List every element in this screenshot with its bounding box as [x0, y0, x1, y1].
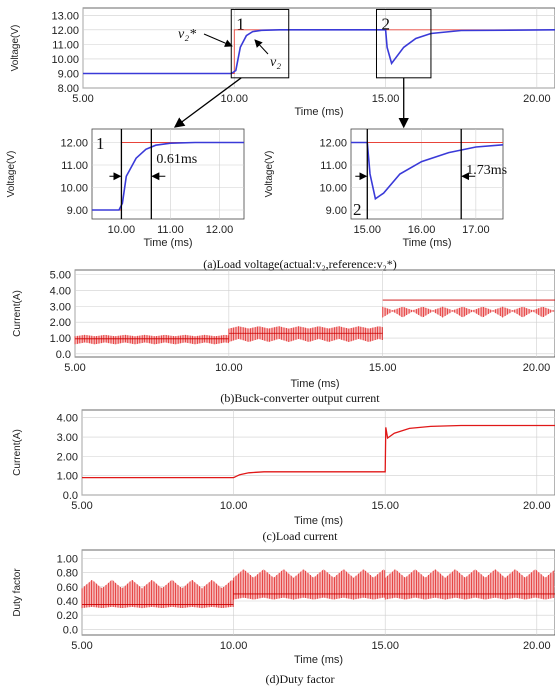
y-axis-label-a_main: Voltage(V)	[10, 25, 21, 72]
x-tick-label-a_main: 5.00	[72, 93, 93, 105]
y-tick-label-b: 2.00	[50, 317, 71, 329]
caption-c: (c)Load current	[263, 529, 339, 543]
y-tick-label-a_main: 13.00	[51, 10, 79, 22]
y-tick-label-a_zoom1: 9.00	[67, 205, 88, 217]
caption-b: (b)Buck-converter output current	[220, 391, 380, 405]
series-c-load-current	[82, 424, 555, 479]
zoom-number-2: 2	[353, 200, 362, 219]
x-tick-label-d: 10.00	[220, 640, 248, 652]
interval-label-1: 0.61ms	[156, 152, 197, 167]
x-axis-label-a_main: Time (ms)	[294, 106, 343, 118]
x-tick-label-a_main: 10.00	[221, 93, 249, 105]
x-tick-label-b: 15.00	[369, 362, 397, 374]
x-tick-label-a_zoom1: 12.00	[206, 224, 234, 236]
y-tick-label-a_main: 10.00	[51, 54, 79, 66]
actual-signal-label: v₂	[270, 55, 281, 70]
ripple-lines-d-0	[81, 580, 234, 609]
x-tick-label-c: 20.00	[523, 500, 551, 512]
x-tick-label-b: 10.00	[215, 362, 243, 374]
ref-pointer	[203, 33, 233, 47]
y-tick-label-d: 0.60	[57, 582, 78, 594]
x-tick-label-c: 15.00	[371, 500, 399, 512]
y-axis-label-b: Current(A)	[12, 290, 23, 337]
caption-d: (d)Duty factor	[266, 672, 335, 686]
zoom-box-number-2: 2	[381, 14, 390, 33]
x-tick-label-d: 20.00	[523, 640, 551, 652]
y-tick-label-a_zoom1: 12.00	[60, 138, 88, 150]
x-tick-label-c: 5.00	[71, 500, 92, 512]
y-tick-label-c: 4.00	[57, 413, 78, 425]
x-tick-label-a_zoom1: 11.00	[157, 224, 184, 236]
y-tick-label-d: 1.00	[57, 554, 78, 566]
series-a_zoom1-v2	[92, 141, 244, 211]
x-tick-label-d: 15.00	[371, 640, 399, 652]
x-axis-label-b: Time (ms)	[290, 378, 339, 390]
ripple-lines-d-2	[384, 569, 554, 600]
y-tick-label-a_main: 11.00	[52, 39, 79, 51]
x-tick-label-a_main: 15.00	[372, 93, 400, 105]
y-tick-label-a_main: 9.00	[58, 68, 79, 80]
x-axis-label-a_zoom1: Time (ms)	[143, 237, 192, 249]
x-tick-label-b: 5.00	[64, 362, 85, 374]
y-tick-label-c: 0.0	[63, 490, 78, 502]
y-tick-label-d: 0.80	[57, 568, 78, 580]
plot-frame-a_zoom1	[91, 128, 245, 220]
caption-a: (a)Load voltage(actual:v₂,reference:v₂*)	[203, 257, 397, 271]
y-axis-label-a_zoom2: Voltage(V)	[264, 151, 275, 198]
y-tick-label-a_zoom2: 11.00	[320, 160, 347, 172]
y-tick-label-b: 0.0	[56, 349, 71, 361]
y-tick-label-a_main: 8.00	[58, 83, 79, 95]
x-axis-label-d: Time (ms)	[294, 654, 343, 666]
y-tick-label-d: 0.20	[57, 610, 78, 622]
y-tick-label-a_main: 12.00	[51, 25, 79, 37]
x-tick-label-a_zoom2: 15.00	[354, 224, 382, 236]
ripple-band-d-1	[233, 569, 385, 600]
interval-label-2: 1.73ms	[466, 163, 507, 178]
plot-frame-a_zoom2	[350, 128, 504, 220]
y-tick-label-c: 3.00	[57, 432, 78, 444]
ripple-lines-b-2	[382, 306, 554, 318]
y-tick-label-b: 4.00	[50, 286, 71, 298]
y-tick-label-a_zoom2: 12.00	[319, 138, 347, 150]
x-tick-label-a_zoom2: 17.00	[462, 224, 490, 236]
y-tick-label-a_zoom2: 10.00	[319, 183, 347, 195]
x-tick-label-c: 10.00	[220, 500, 248, 512]
zoom-arrow-1	[173, 77, 242, 128]
x-axis-label-c: Time (ms)	[294, 515, 343, 527]
y-axis-label-c: Current(A)	[12, 429, 23, 476]
y-tick-label-b: 3.00	[50, 301, 71, 313]
x-tick-label-d: 5.00	[71, 640, 92, 652]
y-tick-label-a_zoom2: 9.00	[326, 205, 347, 217]
y-tick-label-a_zoom1: 10.00	[60, 183, 88, 195]
x-tick-label-b: 20.00	[523, 362, 551, 374]
y-tick-label-d: 0.40	[57, 596, 78, 608]
series-a_zoom2-v2	[351, 141, 504, 201]
y-tick-label-c: 2.00	[57, 451, 78, 463]
y-tick-label-a_zoom1: 11.00	[61, 160, 88, 172]
y-tick-label-b: 5.00	[50, 270, 71, 282]
x-tick-label-a_main: 20.00	[523, 93, 551, 105]
ripple-lines-d-1	[233, 569, 386, 600]
x-axis-label-a_zoom2: Time (ms)	[402, 237, 451, 249]
zoom-number-1: 1	[96, 134, 105, 153]
y-axis-label-a_zoom1: Voltage(V)	[6, 151, 17, 198]
y-axis-label-d: Duty factor	[12, 568, 23, 617]
ref-signal-label: v₂*	[178, 27, 196, 42]
ripple-band-d-0	[82, 579, 234, 609]
y-tick-label-c: 1.00	[57, 471, 78, 483]
series-a_main-v2	[83, 28, 555, 75]
x-tick-label-a_zoom2: 16.00	[408, 224, 436, 236]
zoom-box-number-1: 1	[236, 14, 245, 33]
x-tick-label-a_zoom1: 10.00	[108, 224, 136, 236]
actual-pointer	[254, 39, 269, 55]
y-tick-label-b: 1.00	[50, 333, 71, 345]
y-tick-label-d: 0.0	[63, 624, 78, 636]
